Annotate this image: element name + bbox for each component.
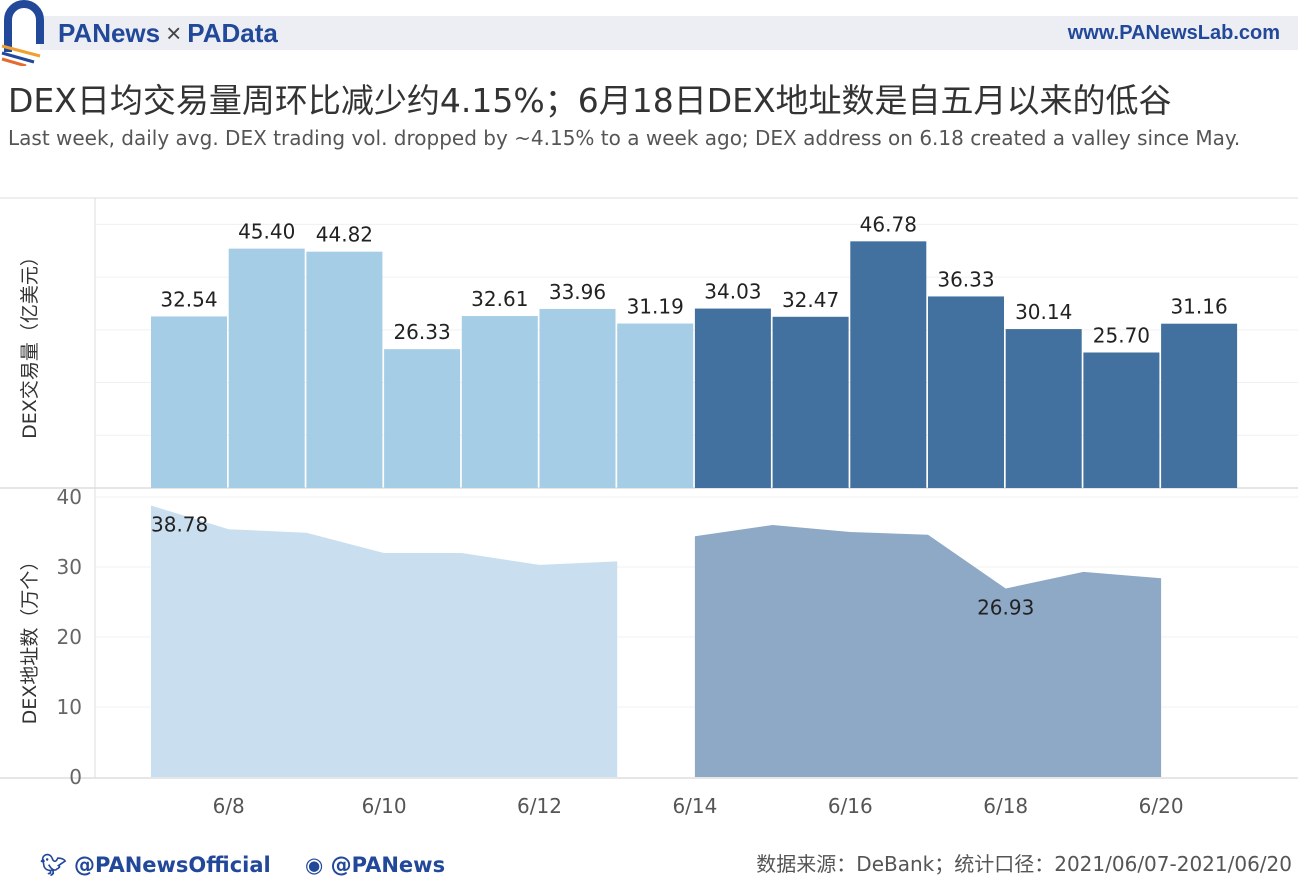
bar-6/14 xyxy=(694,308,771,488)
bar-label: 25.70 xyxy=(1093,323,1150,347)
area-label: 26.93 xyxy=(977,595,1034,619)
bar-6/20 xyxy=(1161,323,1238,488)
area-week1 xyxy=(151,505,618,777)
bar-label: 26.33 xyxy=(393,320,450,344)
bar-label: 46.78 xyxy=(860,212,917,236)
y-tick-label: 30 xyxy=(57,555,82,579)
bar-label: 32.47 xyxy=(782,288,839,312)
bar-label: 44.82 xyxy=(316,223,373,247)
bar-6/17 xyxy=(928,296,1004,488)
x-tick-label: 6/12 xyxy=(517,794,562,818)
y-axis-title-addresses: DEX地址数（万个） xyxy=(19,552,41,725)
bar-6/8 xyxy=(228,248,305,488)
brand-panews: PANews xyxy=(58,18,161,48)
bar-6/7 xyxy=(151,316,227,488)
weibo-label: @PANews xyxy=(330,853,446,877)
brand: PANews × PAData xyxy=(58,18,278,49)
bar-6/13 xyxy=(617,323,694,488)
weibo-icon: ◉ xyxy=(305,853,331,877)
bar-label: 36.33 xyxy=(937,267,994,291)
y-tick-label: 10 xyxy=(57,695,82,719)
header-band xyxy=(40,16,1298,50)
weibo-handle[interactable]: ◉ @PANews xyxy=(305,853,445,877)
panews-logo-icon xyxy=(1,0,44,66)
brand-padata: PAData xyxy=(187,18,278,48)
page-title: DEX日均交易量周环比减少约4.15%；6月18日DEX地址数是自五月以来的低谷 xyxy=(8,81,1172,120)
bar-6/15 xyxy=(772,316,849,488)
bar-6/16 xyxy=(850,241,927,488)
area-week2 xyxy=(694,525,1162,777)
bar-label: 45.40 xyxy=(238,220,295,244)
brand-separator: × xyxy=(166,18,182,48)
bar-label: 32.54 xyxy=(160,287,217,311)
bar-6/19 xyxy=(1083,352,1160,488)
y-tick-label: 40 xyxy=(57,485,82,509)
x-tick-label: 6/20 xyxy=(1139,794,1184,818)
bar-label: 30.14 xyxy=(1015,300,1072,324)
bar-label: 31.16 xyxy=(1170,295,1227,319)
bar-6/9 xyxy=(306,251,383,488)
x-tick-label: 6/16 xyxy=(828,794,873,818)
twitter-label: @PANewsOfficial xyxy=(73,853,271,877)
bar-6/12 xyxy=(539,308,616,488)
x-tick-label: 6/10 xyxy=(362,794,407,818)
bar-label: 32.61 xyxy=(471,287,528,311)
website-link[interactable]: www.PANewsLab.com xyxy=(1067,22,1280,44)
twitter-icon: 🐦︎ xyxy=(40,853,74,877)
y-axis-title-volume: DEX交易量（亿美元） xyxy=(19,247,41,439)
bar-label: 31.19 xyxy=(627,295,684,319)
x-tick-label: 6/18 xyxy=(983,794,1028,818)
twitter-handle[interactable]: 🐦︎ @PANewsOfficial xyxy=(40,853,271,878)
x-tick-label: 6/8 xyxy=(213,794,245,818)
y-tick-label: 20 xyxy=(57,625,82,649)
bar-label: 34.03 xyxy=(704,280,761,304)
x-tick-label: 6/14 xyxy=(672,794,717,818)
data-source: 数据来源：DeBank；统计口径：2021/06/07-2021/06/20 xyxy=(756,852,1292,876)
bar-6/11 xyxy=(461,316,538,488)
y-tick-label: 0 xyxy=(69,765,82,789)
bar-label: 33.96 xyxy=(549,280,606,304)
bar-6/18 xyxy=(1005,329,1082,488)
area-label: 38.78 xyxy=(151,513,208,537)
page-subtitle: Last week, daily avg. DEX trading vol. d… xyxy=(8,126,1241,150)
bar-6/10 xyxy=(384,349,461,488)
